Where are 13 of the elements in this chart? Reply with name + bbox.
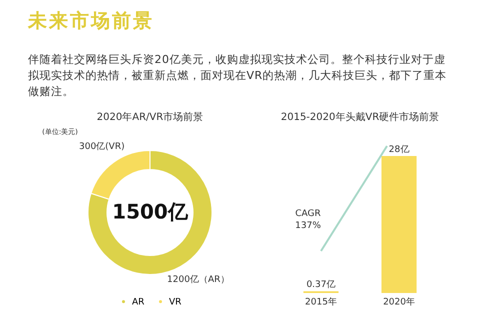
data-label: 28亿	[388, 144, 410, 155]
text: 1500亿	[112, 200, 189, 224]
text: 伴随着社交网络巨头斥资20亿美元，收购虚拟现实技术公司。整个科技行业对于虚拟现实技术的热情，被重新点燃，面对现在VR的热潮，几大科技巨头，都下了重本做赌注。	[28, 52, 448, 100]
data-label: 0.37亿	[306, 279, 336, 290]
annotation: CAGR 137%	[295, 209, 322, 231]
data-label: 1200亿（AR）	[167, 274, 230, 285]
data-label: 300亿(VR)	[78, 141, 125, 152]
x-tick-label: 2020年	[383, 296, 415, 308]
text: 未来市场前景	[28, 9, 155, 34]
x-tick-label: 2015年	[305, 296, 337, 308]
legend-label: VR	[169, 298, 182, 308]
donut-slice	[88, 150, 212, 275]
legend-label: AR	[132, 298, 144, 308]
